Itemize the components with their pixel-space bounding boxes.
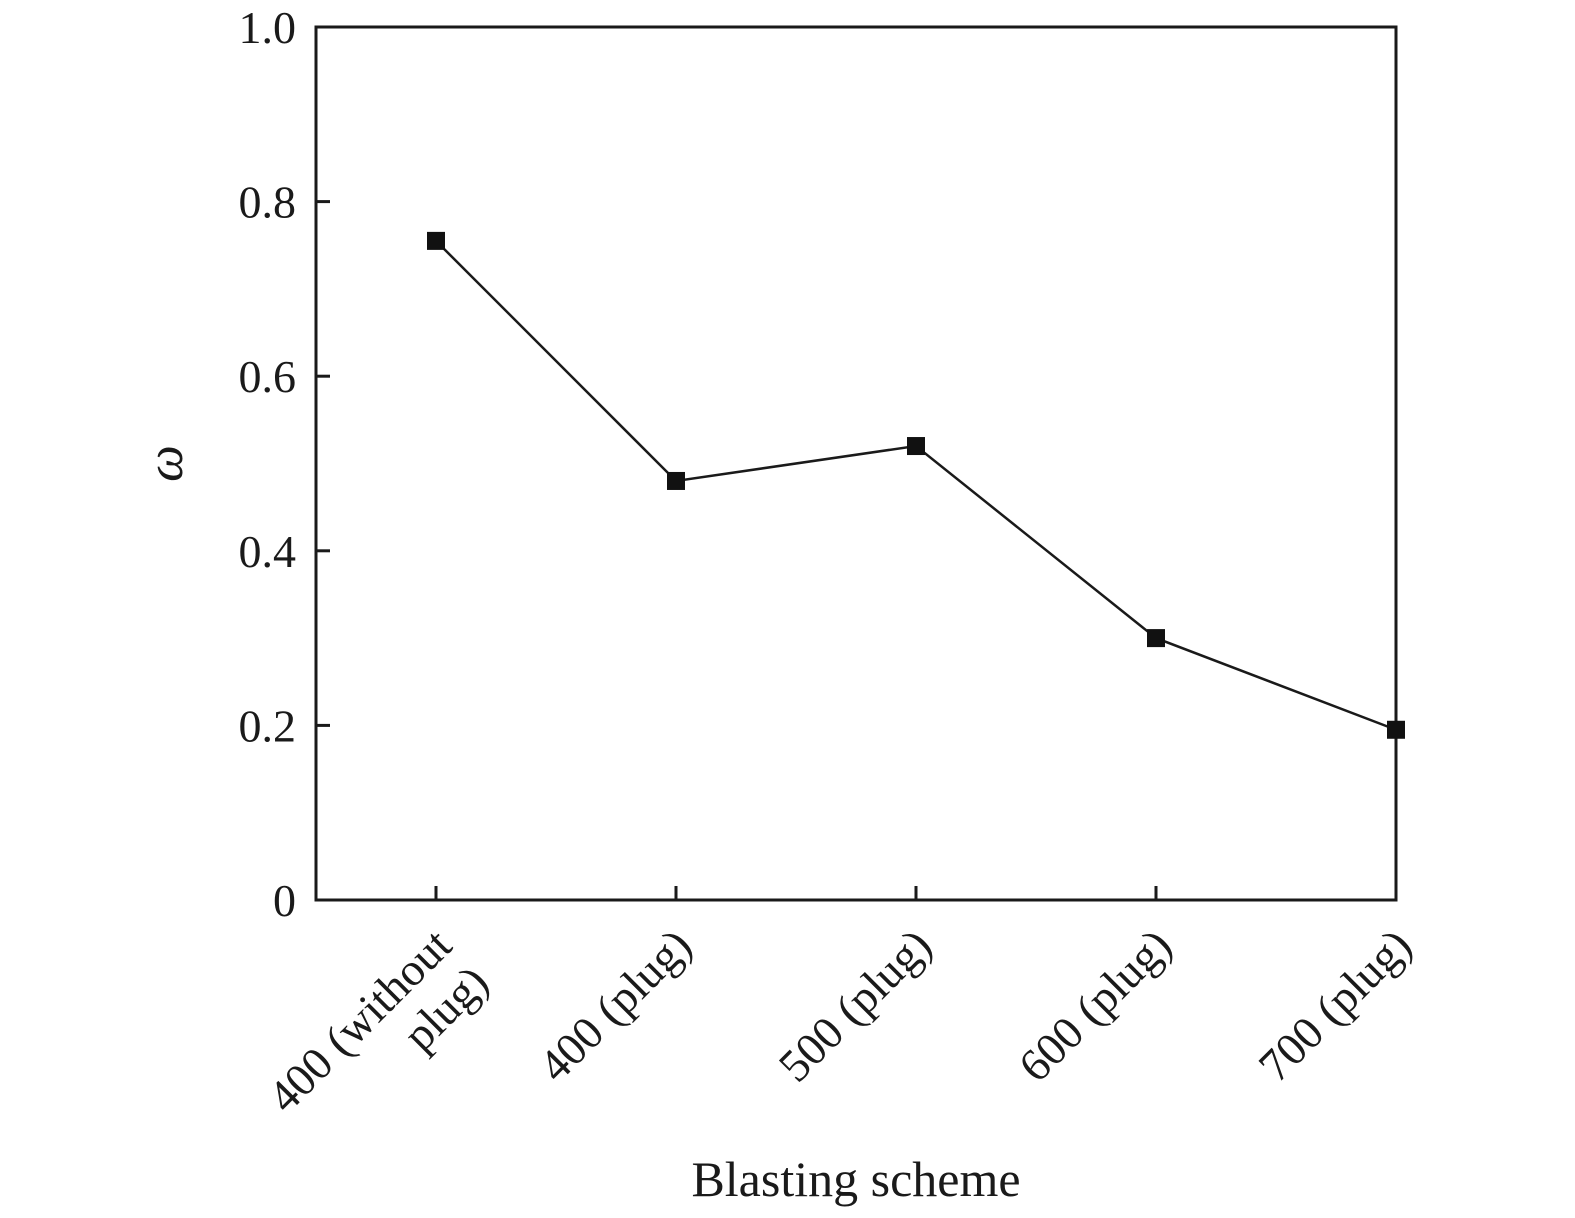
y-tick-label: 1.0 [239,2,297,53]
y-tick-label: 0 [273,875,296,926]
x-axis-title: Blasting scheme [691,1151,1020,1207]
data-point [427,231,445,250]
data-point [667,471,685,490]
y-tick-label: 0.2 [239,700,297,751]
data-point [907,437,925,456]
y-tick-label: 0.6 [239,351,297,402]
x-tick-label: 600 (plug) [1009,919,1181,1091]
x-tick-label: 500 (plug) [769,919,941,1091]
series-line [435,240,1397,731]
series-layer [427,231,1405,739]
y-axis-title: ω [137,445,194,482]
y-tick-label: 0.4 [239,526,297,577]
plot-frame [314,25,1398,902]
data-point [1147,629,1165,648]
data-point [1387,720,1405,739]
y-tick-label: 0.8 [239,177,297,228]
x-tick-label: 400 (plug) [529,919,701,1091]
x-axis: 400 (withoutplug) 400 (plug) 500 (plug) 600… [258,886,1421,1159]
y-axis: 0 0.2 0.4 0.6 0.8 1.0 [239,2,330,926]
x-tick-label: 400 (withoutplug) [258,919,498,1159]
x-tick-label: 700 (plug) [1249,919,1421,1091]
